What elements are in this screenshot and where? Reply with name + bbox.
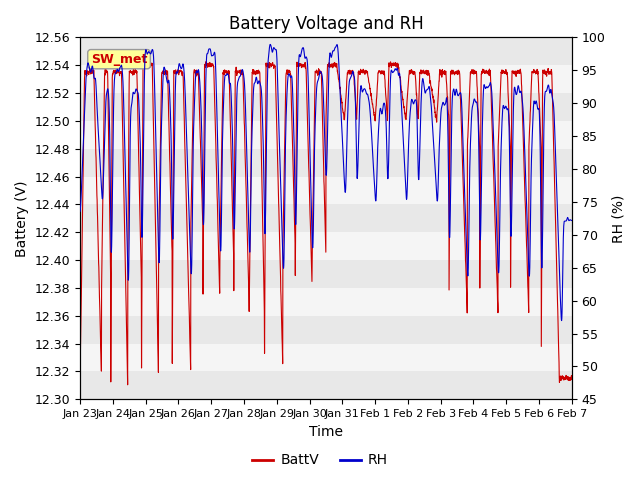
Bar [80, 65, 572, 93]
Bar [80, 37, 572, 65]
Bar [80, 232, 572, 260]
Y-axis label: RH (%): RH (%) [611, 194, 625, 242]
Bar [80, 372, 572, 399]
Title: Battery Voltage and RH: Battery Voltage and RH [228, 15, 423, 33]
Bar [80, 177, 572, 204]
Legend: BattV, RH: BattV, RH [247, 448, 393, 473]
Bar [80, 288, 572, 316]
X-axis label: Time: Time [309, 425, 343, 439]
Bar [80, 149, 572, 177]
Bar [80, 344, 572, 372]
Y-axis label: Battery (V): Battery (V) [15, 180, 29, 257]
Bar [80, 204, 572, 232]
Bar [80, 121, 572, 149]
Bar [80, 260, 572, 288]
Bar [80, 316, 572, 344]
Bar [80, 93, 572, 121]
Text: SW_met: SW_met [91, 53, 147, 66]
